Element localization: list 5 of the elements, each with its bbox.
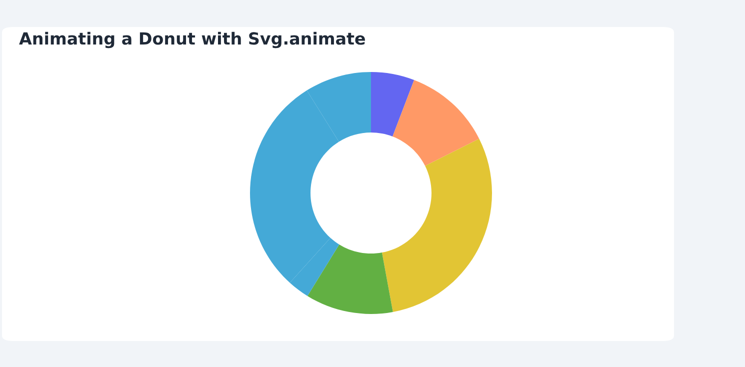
chart-title: Animating a Donut with Svg.animate [19, 32, 365, 48]
donut-slice [392, 80, 480, 166]
donut-slice [371, 72, 414, 136]
donut-slice [382, 138, 492, 312]
donut-slice [307, 244, 393, 314]
